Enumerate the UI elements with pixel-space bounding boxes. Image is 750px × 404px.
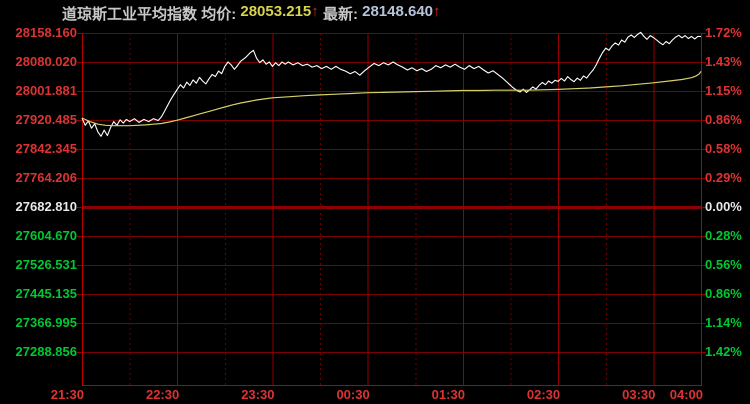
price-axis-label: 27920.485 [15, 112, 77, 127]
percent-axis-label: 1.42% [705, 344, 742, 359]
percent-axis-label: 0.28% [705, 228, 742, 243]
percent-axis-label: 0.29% [705, 170, 742, 185]
average-line [81, 71, 702, 127]
price-axis-label: 27366.995 [15, 315, 77, 330]
price-axis-label: 27842.345 [15, 141, 77, 156]
last-price-value: 28148.640 [362, 3, 434, 20]
time-axis-label: 23:30 [241, 387, 275, 402]
avg-price-label: 均价: [201, 6, 237, 23]
time-axis-label: 03:30 [622, 387, 656, 402]
percent-axis-label: 1.72% [705, 25, 742, 40]
time-axis-label: 22:30 [145, 387, 180, 402]
price-axis-label: 27682.810 [15, 199, 77, 214]
price-axis-label: 28158.160 [15, 25, 77, 40]
percent-axis-label: 0.86% [705, 286, 742, 301]
price-axis-label: 27445.135 [15, 286, 77, 301]
up-arrow-icon: ↑ [433, 3, 441, 20]
time-axis-label: 00:30 [336, 387, 370, 402]
time-axis-label: 01:30 [431, 387, 465, 402]
price-axis-label: 28080.020 [15, 54, 77, 69]
avg-price-value: 28053.215 [240, 3, 312, 20]
price-axis-label: 28001.881 [15, 83, 77, 98]
price-axis-label: 27288.856 [15, 344, 77, 359]
time-axis-label: 02:30 [526, 387, 561, 402]
percent-axis-label: 0.86% [705, 112, 742, 127]
percent-axis-label: 0.56% [705, 257, 742, 272]
chart-header: 道琼斯工业平均指数 均价: 28053.215↑ 最新: 28148.640↑ [62, 3, 441, 23]
price-line [81, 31, 702, 137]
price-axis-label: 27764.206 [15, 170, 77, 185]
time-axis-label: 21:30 [50, 387, 84, 402]
index-title: 道琼斯工业平均指数 [62, 6, 198, 23]
percent-axis-label: 1.15% [705, 83, 742, 98]
percent-axis-label: 1.43% [705, 54, 742, 69]
last-price-label: 最新: [322, 6, 358, 23]
price-axis-label: 27604.670 [15, 228, 77, 243]
percent-axis-label: 0.58% [705, 141, 742, 156]
percent-axis-label: 1.14% [705, 315, 742, 330]
price-axis-label: 27526.531 [15, 257, 77, 272]
time-axis-label: 04:00 [669, 387, 703, 402]
percent-axis-label: 0.00% [705, 199, 742, 214]
up-arrow-icon: ↑ [311, 3, 319, 20]
